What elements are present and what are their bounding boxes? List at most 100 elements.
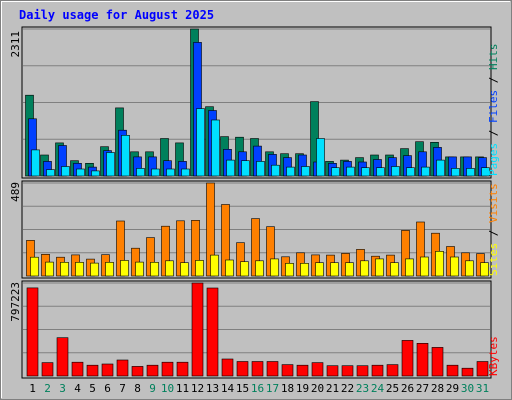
- bar-sites-day-16: [255, 260, 264, 277]
- legend-hits: Hits: [487, 44, 500, 71]
- x-tick-label: 14: [221, 382, 235, 395]
- x-tick-label: 18: [281, 382, 294, 395]
- bar-sites-day-4: [75, 261, 84, 277]
- legend-visits: Visits: [487, 183, 500, 223]
- x-tick-label: 13: [206, 382, 219, 395]
- bar-kbytes-day-30: [461, 367, 474, 377]
- bar-pages-day-13: [211, 119, 220, 177]
- bar-kbytes-day-8: [131, 366, 144, 377]
- bar-kbytes-day-5: [86, 364, 99, 377]
- x-tick-label: 5: [89, 382, 96, 395]
- legend-visits-sites: Sites / Visits: [487, 183, 500, 276]
- x-tick-label: 27: [416, 382, 429, 395]
- bar-pages-day-18: [286, 166, 295, 177]
- x-tick-label: 23: [356, 382, 369, 395]
- bar-pages-day-3: [61, 166, 70, 177]
- bar-pages-day-24: [376, 167, 385, 177]
- bar-sites-day-10: [165, 260, 174, 277]
- bar-sites-day-30: [465, 260, 474, 277]
- x-tick-label: 9: [149, 382, 156, 395]
- x-tick-label: 21: [326, 382, 339, 395]
- bar-pages-day-30: [466, 168, 475, 177]
- bar-sites-day-15: [240, 261, 249, 277]
- bar-kbytes-day-28: [431, 347, 444, 377]
- x-tick-label: 26: [401, 382, 414, 395]
- bar-pages-day-26: [406, 167, 415, 177]
- y-max-label-visits: 489: [9, 182, 22, 202]
- bar-kbytes-day-10: [161, 361, 174, 377]
- x-tick-label: 29: [446, 382, 459, 395]
- x-tick-label: 8: [134, 382, 141, 395]
- bar-pages-day-21: [331, 167, 340, 177]
- y-max-label-hits: 2311: [9, 31, 22, 58]
- bar-kbytes-day-9: [146, 364, 159, 377]
- bar-kbytes-day-4: [71, 361, 84, 377]
- bar-sites-day-14: [225, 259, 234, 277]
- x-tick-label: 2: [44, 382, 51, 395]
- legend-pages: Pages: [487, 143, 500, 176]
- bar-pages-day-5: [91, 170, 100, 177]
- bar-pages-day-16: [256, 161, 265, 177]
- bar-sites-day-2: [45, 261, 54, 277]
- bar-pages-day-22: [346, 166, 355, 177]
- bar-pages-day-31: [481, 167, 490, 177]
- bar-pages-day-1: [31, 149, 40, 177]
- bar-pages-day-2: [46, 169, 55, 177]
- bar-sites-day-22: [345, 262, 354, 277]
- bar-pages-day-20: [316, 138, 325, 177]
- bar-pages-day-25: [391, 166, 400, 177]
- bar-sites-day-24: [375, 258, 384, 277]
- bar-pages-day-4: [76, 168, 85, 177]
- y-max-label-kbytes: 797223: [9, 282, 22, 322]
- bar-kbytes-day-21: [326, 365, 339, 377]
- x-tick-label: 17: [266, 382, 279, 395]
- bar-pages-day-29: [451, 168, 460, 177]
- bar-sites-day-18: [285, 262, 294, 277]
- x-tick-label: 24: [371, 382, 385, 395]
- x-tick-label: 25: [386, 382, 399, 395]
- bar-kbytes-day-13: [206, 287, 219, 377]
- bar-pages-day-19: [301, 166, 310, 177]
- bar-kbytes-day-1: [26, 287, 39, 377]
- x-tick-label: 19: [296, 382, 309, 395]
- bar-sites-day-25: [390, 262, 399, 277]
- bar-pages-day-27: [421, 166, 430, 177]
- bar-pages-day-28: [436, 159, 445, 177]
- bar-sites-day-12: [195, 260, 204, 277]
- legend-kbytes: KBytes: [487, 336, 500, 376]
- bar-sites-day-29: [450, 256, 459, 277]
- bar-sites-day-19: [300, 262, 309, 277]
- bar-kbytes-day-26: [401, 340, 414, 377]
- x-tick-label: 6: [104, 382, 111, 395]
- bar-pages-day-7: [121, 135, 130, 177]
- bar-pages-day-23: [361, 167, 370, 177]
- bar-kbytes-day-16: [251, 361, 264, 377]
- x-tick-label: 1: [29, 382, 36, 395]
- x-tick-label: 15: [236, 382, 249, 395]
- bar-sites-day-21: [330, 262, 339, 277]
- bar-kbytes-day-7: [116, 359, 129, 377]
- bar-sites-day-5: [90, 262, 99, 277]
- bar-pages-day-14: [226, 159, 235, 177]
- bar-kbytes-day-11: [176, 361, 189, 377]
- bar-sites-day-8: [135, 261, 144, 277]
- grid-layer: [23, 28, 490, 354]
- bars-layer: [25, 28, 490, 377]
- bar-kbytes-day-12: [191, 282, 204, 377]
- bar-pages-day-17: [271, 164, 280, 177]
- bar-kbytes-day-15: [236, 361, 249, 377]
- bar-kbytes-day-31: [476, 361, 489, 377]
- bar-sites-day-6: [105, 261, 114, 277]
- bar-sites-day-23: [360, 260, 369, 277]
- bar-pages-day-12: [196, 108, 205, 177]
- bar-sites-day-20: [315, 262, 324, 277]
- bar-kbytes-day-23: [356, 365, 369, 377]
- legend-hits-files-pages: Pages / Files / Hits: [487, 44, 500, 177]
- legend-sites: Sites: [487, 243, 500, 276]
- bar-kbytes-day-18: [281, 364, 294, 377]
- bar-pages-day-8: [136, 168, 145, 177]
- bar-sites-day-27: [420, 256, 429, 277]
- legend-separator: /: [487, 223, 500, 243]
- bar-kbytes-day-14: [221, 358, 234, 377]
- bar-sites-day-13: [210, 254, 219, 277]
